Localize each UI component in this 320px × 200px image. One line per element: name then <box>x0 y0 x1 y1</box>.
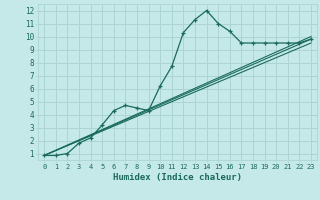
X-axis label: Humidex (Indice chaleur): Humidex (Indice chaleur) <box>113 173 242 182</box>
